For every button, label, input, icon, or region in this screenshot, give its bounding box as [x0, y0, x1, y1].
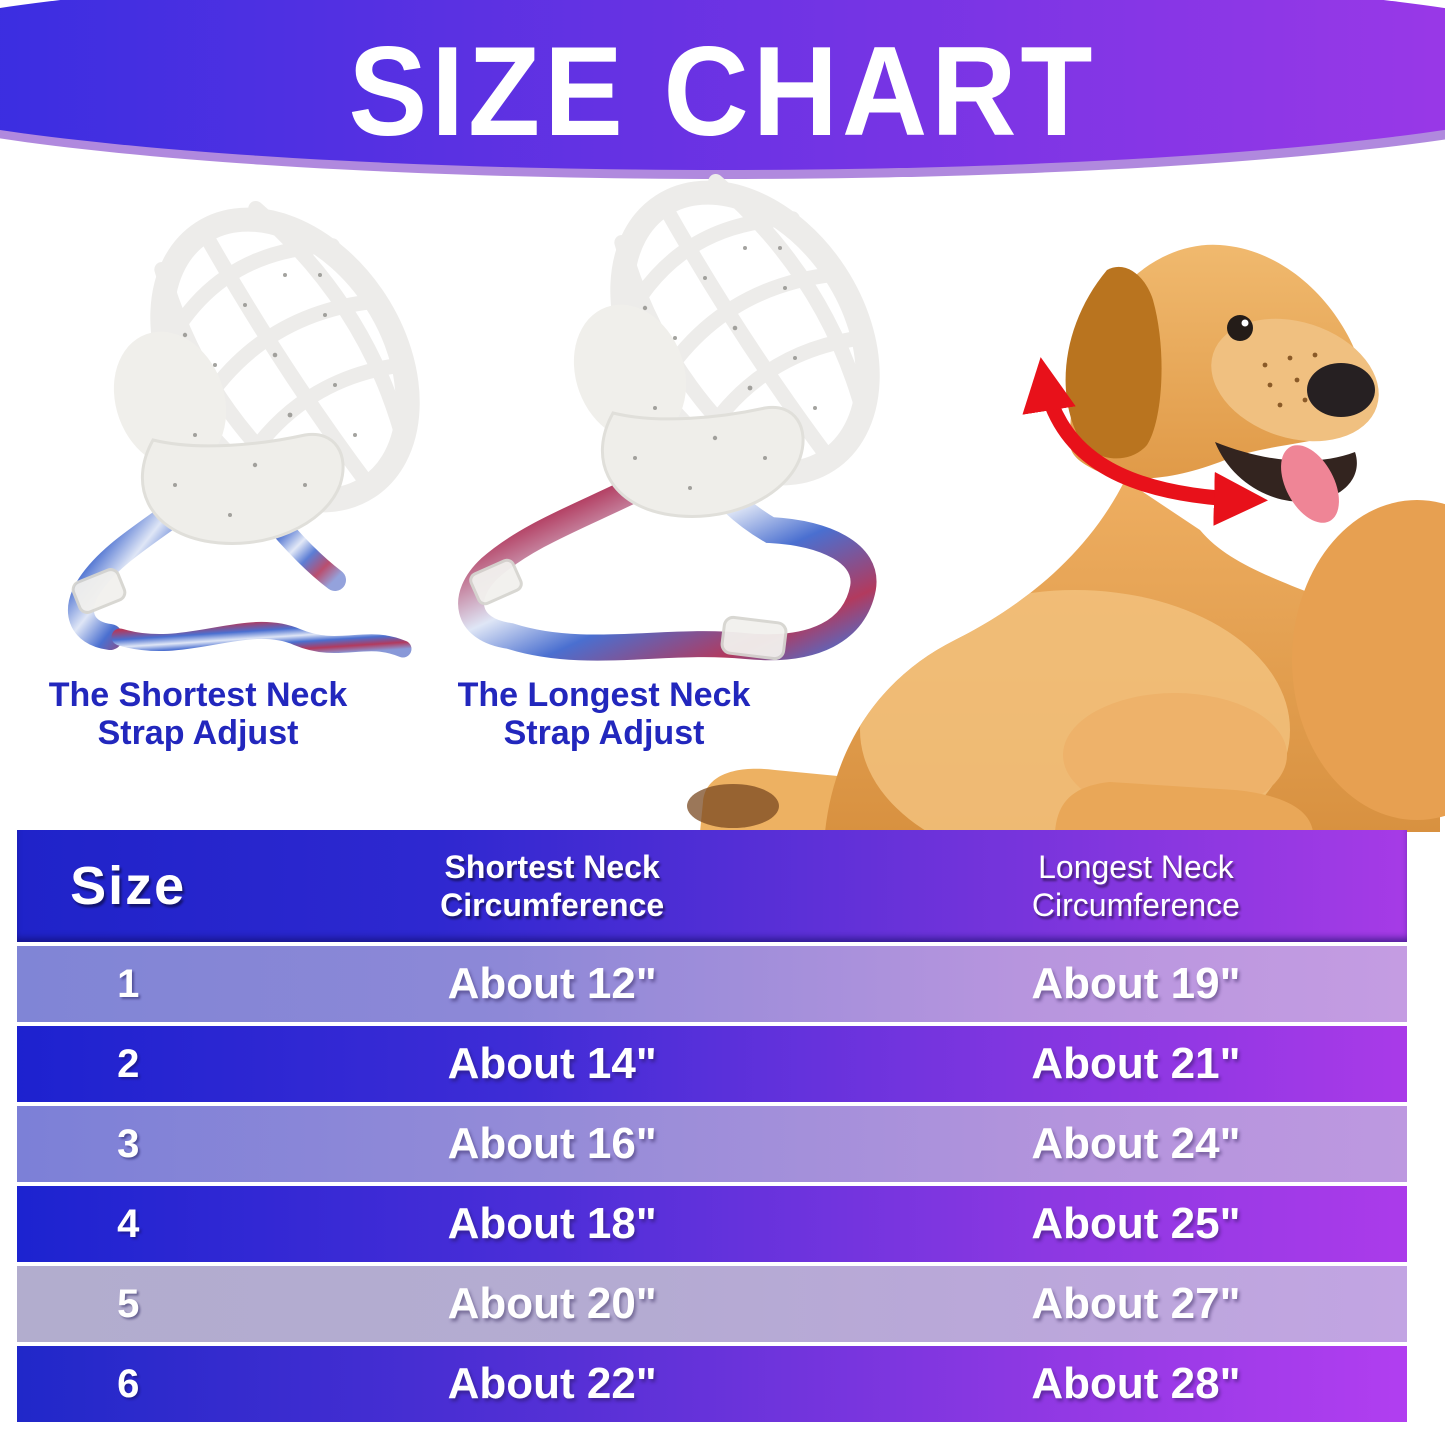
- table-row: 4 About 18" About 25": [17, 1186, 1407, 1262]
- table-row: 5 About 20" About 27": [17, 1266, 1407, 1342]
- page-title: SIZE CHART: [348, 20, 1097, 163]
- basket-side-pad: [113, 331, 227, 469]
- dog-image: [687, 244, 1445, 832]
- banner-curve: [0, 0, 1445, 179]
- longest-circumference-cell: About 27": [1031, 1279, 1241, 1328]
- table-row: 3 About 16" About 24": [17, 1106, 1407, 1182]
- header-longest-neck: Longest Neck Circumference: [865, 848, 1407, 924]
- caption-longest-line2: Strap Adjust: [503, 714, 705, 752]
- longest-circumference-cell: About 28": [1031, 1359, 1241, 1408]
- size-cell: 3: [117, 1121, 140, 1166]
- dog-tongue: [1281, 445, 1339, 523]
- longest-circumference-cell: About 21": [1031, 1039, 1241, 1088]
- longest-circumference-cell: About 19": [1031, 959, 1241, 1008]
- shortest-circumference-cell: About 16": [447, 1119, 657, 1168]
- dog-hindquarters: [1292, 500, 1445, 820]
- dog-paw-shadow: [687, 784, 779, 828]
- buckle: [720, 615, 788, 661]
- strap-tail: [111, 621, 412, 658]
- shortest-circumference-cell: About 22": [447, 1359, 657, 1408]
- size-cell: 2: [117, 1041, 140, 1086]
- neck-strap-loop: [458, 455, 877, 661]
- size-cell: 6: [117, 1361, 140, 1406]
- caption-shortest-line1: The Shortest Neck: [48, 676, 348, 714]
- table-header-row: Size Shortest Neck Circumference Longest…: [17, 830, 1407, 942]
- size-cell: 5: [117, 1281, 140, 1326]
- dog-nose: [1307, 363, 1375, 417]
- header-shortest-line2: Circumference: [440, 887, 665, 923]
- banner-ellipse: [0, 0, 1445, 170]
- header-shortest-neck: Shortest Neck Circumference: [239, 848, 865, 924]
- size-cell: 1: [117, 961, 140, 1006]
- longest-circumference-cell: About 25": [1031, 1199, 1241, 1248]
- buckle: [71, 568, 127, 614]
- neck-measure-arrow: [1022, 357, 1268, 526]
- caption-shortest: The Shortest Neck Strap Adjust: [8, 676, 388, 752]
- basket-front-pad: [140, 432, 345, 545]
- caption-longest-line1: The Longest Neck: [457, 676, 751, 714]
- shortest-circumference-cell: About 20": [447, 1279, 657, 1328]
- size-table: Size Shortest Neck Circumference Longest…: [17, 830, 1407, 1422]
- basket-side-pad: [573, 304, 687, 442]
- dog-near-paw: [1055, 782, 1313, 832]
- header-size: Size: [70, 856, 187, 916]
- glitter-speckles: [173, 273, 357, 517]
- strap-slider: [469, 558, 523, 606]
- shortest-circumference-cell: About 18": [447, 1199, 657, 1248]
- caption-longest: The Longest Neck Strap Adjust: [408, 676, 800, 752]
- basket-front-pad: [600, 405, 805, 518]
- table-row: 6 About 22" About 28": [17, 1346, 1407, 1422]
- table-body: 1 About 12" About 19" 2 About 14" About …: [17, 946, 1407, 1422]
- dog-ear: [1065, 266, 1162, 459]
- table-row: 1 About 12" About 19": [17, 946, 1407, 1022]
- glitter-speckles: [633, 246, 817, 490]
- longest-circumference-cell: About 24": [1031, 1119, 1241, 1168]
- shortest-circumference-cell: About 14": [447, 1039, 657, 1088]
- size-cell: 4: [117, 1201, 140, 1246]
- header-longest-line2: Circumference: [1031, 887, 1240, 923]
- muzzle-shortest-image: [68, 200, 420, 658]
- caption-shortest-line2: Strap Adjust: [97, 714, 299, 752]
- table-row: 2 About 14" About 21": [17, 1026, 1407, 1102]
- header-longest-line1: Longest Neck: [1038, 849, 1234, 885]
- muzzle-longest-image: [458, 173, 880, 661]
- dog-eye-glint: [1241, 319, 1249, 327]
- shortest-circumference-cell: About 12": [447, 959, 657, 1008]
- header-shortest-line1: Shortest Neck: [444, 849, 660, 885]
- dog-eye: [1227, 315, 1253, 341]
